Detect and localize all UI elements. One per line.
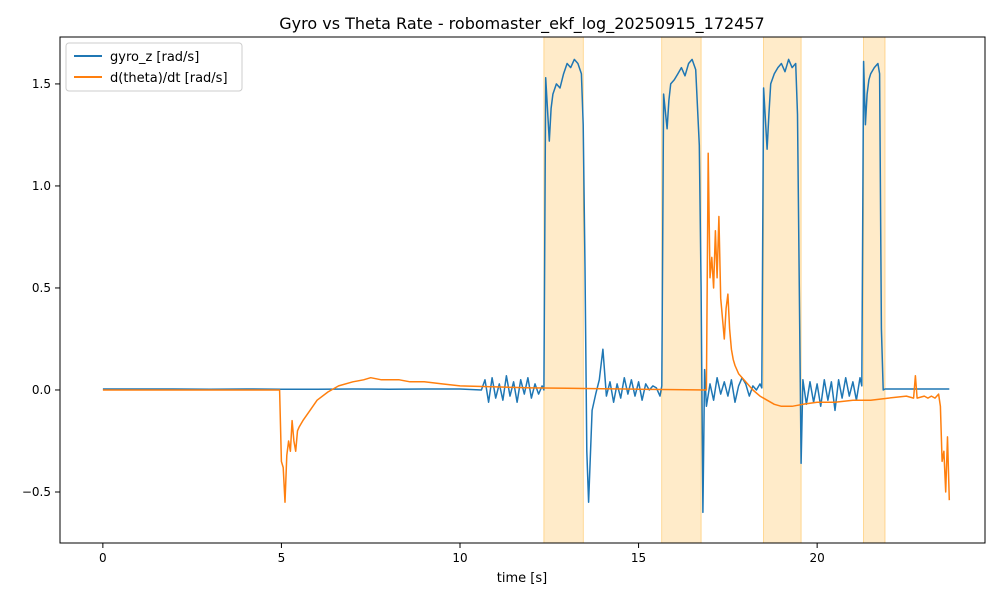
highlight-span-3 (763, 36, 802, 544)
legend-label-gyro: gyro_z [rad/s] (110, 50, 199, 65)
y-tick-label: 1.5 (32, 77, 51, 91)
highlight-span-1 (543, 36, 584, 544)
x-axis-label: time [s] (497, 571, 547, 586)
plot-frame (59, 36, 986, 544)
highlight-span-2 (661, 36, 702, 544)
x-tick-label: 10 (452, 551, 467, 565)
x-tick-label: 15 (631, 551, 646, 565)
series-line-dtheta-dt (102, 152, 951, 503)
legend-label-theta: d(theta)/dt [rad/s] (110, 71, 228, 86)
y-axis-ticks: −0.5 0.0 0.5 1.0 1.5 (22, 77, 60, 499)
y-tick-label: 0.5 (32, 281, 51, 295)
highlight-spans (543, 36, 886, 544)
series-line-gyro-z (102, 58, 950, 514)
legend: gyro_z [rad/s] d(theta)/dt [rad/s] (65, 42, 243, 92)
series-lines (102, 58, 951, 514)
y-tick-label: 0.0 (32, 383, 51, 397)
x-axis-ticks: 0 5 10 15 20 (99, 543, 825, 565)
y-tick-label: 1.0 (32, 179, 51, 193)
x-tick-label: 0 (99, 551, 107, 565)
x-tick-label: 20 (810, 551, 825, 565)
chart-title: Gyro vs Theta Rate - robomaster_ekf_log_… (279, 14, 764, 34)
y-tick-label: −0.5 (22, 485, 51, 499)
legend-box (65, 42, 243, 92)
x-tick-label: 5 (278, 551, 286, 565)
